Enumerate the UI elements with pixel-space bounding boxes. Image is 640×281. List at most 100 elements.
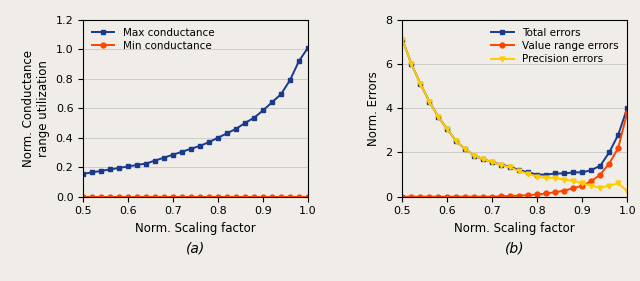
Precision errors — [426, 100, 433, 103]
Total errors — [408, 62, 415, 65]
Min conductance — [88, 195, 96, 198]
Total errors — [579, 171, 586, 174]
Value range errors — [488, 195, 496, 198]
Precision errors — [497, 163, 505, 167]
Min conductance — [97, 195, 105, 198]
Min conductance — [179, 195, 186, 198]
Precision errors — [534, 175, 541, 178]
Max conductance — [151, 159, 159, 162]
Precision errors — [543, 176, 550, 180]
Value range errors — [497, 194, 505, 198]
Max conductance — [205, 140, 213, 144]
Value range errors — [461, 195, 469, 198]
Precision errors — [452, 140, 460, 143]
Precision errors — [524, 172, 532, 176]
Max conductance — [79, 172, 87, 176]
Value range errors — [444, 195, 451, 198]
Min conductance — [188, 195, 195, 198]
Total errors — [399, 38, 406, 41]
Legend: Max conductance, Min conductance: Max conductance, Min conductance — [88, 25, 218, 54]
Total errors — [552, 172, 559, 175]
Value range errors — [426, 195, 433, 198]
Min conductance — [268, 195, 276, 198]
Precision errors — [399, 38, 406, 41]
Min conductance — [106, 195, 114, 198]
Precision errors — [570, 179, 577, 182]
Max conductance — [286, 78, 294, 82]
Min conductance — [133, 195, 141, 198]
Max conductance — [277, 92, 285, 96]
Precision errors — [408, 62, 415, 65]
Precision errors — [479, 157, 487, 161]
Line: Value range errors: Value range errors — [400, 110, 630, 199]
Min conductance — [223, 195, 231, 198]
Value range errors — [435, 195, 442, 198]
Max conductance — [268, 101, 276, 104]
Min conductance — [124, 195, 132, 198]
Min conductance — [232, 195, 240, 198]
Total errors — [605, 151, 613, 154]
Total errors — [444, 128, 451, 131]
Value range errors — [452, 195, 460, 198]
Precision errors — [506, 166, 514, 169]
Line: Min conductance: Min conductance — [81, 194, 310, 199]
Precision errors — [596, 186, 604, 190]
Max conductance — [196, 144, 204, 148]
Total errors — [470, 154, 478, 157]
Total errors — [417, 82, 424, 85]
Y-axis label: Norm. Errors: Norm. Errors — [367, 71, 380, 146]
Total errors — [524, 171, 532, 174]
Max conductance — [259, 109, 267, 112]
Value range errors — [596, 173, 604, 176]
Legend: Total errors, Value range errors, Precision errors: Total errors, Value range errors, Precis… — [488, 25, 622, 67]
Max conductance — [106, 168, 114, 171]
Total errors — [561, 172, 568, 175]
Min conductance — [160, 195, 168, 198]
Max conductance — [214, 136, 222, 139]
Value range errors — [570, 187, 577, 190]
Precision errors — [470, 154, 478, 157]
Min conductance — [286, 195, 294, 198]
Min conductance — [196, 195, 204, 198]
Value range errors — [588, 180, 595, 183]
Line: Total errors: Total errors — [400, 37, 630, 177]
Min conductance — [277, 195, 285, 198]
Total errors — [479, 157, 487, 161]
Line: Max conductance: Max conductance — [81, 45, 310, 176]
Total errors — [596, 164, 604, 167]
X-axis label: Norm. Scaling factor: Norm. Scaling factor — [454, 222, 575, 235]
Value range errors — [614, 146, 622, 150]
Precision errors — [515, 169, 523, 173]
Y-axis label: Norm. Conductance
range utilization: Norm. Conductance range utilization — [22, 50, 50, 167]
Value range errors — [408, 195, 415, 198]
Max conductance — [133, 163, 141, 167]
Value range errors — [605, 162, 613, 165]
Max conductance — [188, 147, 195, 150]
Max conductance — [142, 162, 150, 165]
Value range errors — [515, 194, 523, 197]
Precision errors — [579, 182, 586, 185]
Total errors — [452, 140, 460, 143]
Min conductance — [151, 195, 159, 198]
Min conductance — [115, 195, 123, 198]
Total errors — [506, 165, 514, 169]
Value range errors — [399, 195, 406, 198]
Max conductance — [295, 59, 303, 63]
Min conductance — [295, 195, 303, 198]
Total errors — [515, 169, 523, 172]
Min conductance — [259, 195, 267, 198]
Total errors — [570, 171, 577, 174]
Max conductance — [250, 116, 258, 119]
Value range errors — [470, 195, 478, 198]
Precision errors — [561, 178, 568, 181]
Precision errors — [605, 184, 613, 187]
Max conductance — [160, 156, 168, 159]
Precision errors — [614, 182, 622, 185]
Value range errors — [543, 192, 550, 195]
Value range errors — [623, 111, 631, 114]
Total errors — [461, 148, 469, 151]
Min conductance — [250, 195, 258, 198]
Precision errors — [444, 128, 451, 131]
Total errors — [426, 100, 433, 103]
Precision errors — [552, 176, 559, 180]
